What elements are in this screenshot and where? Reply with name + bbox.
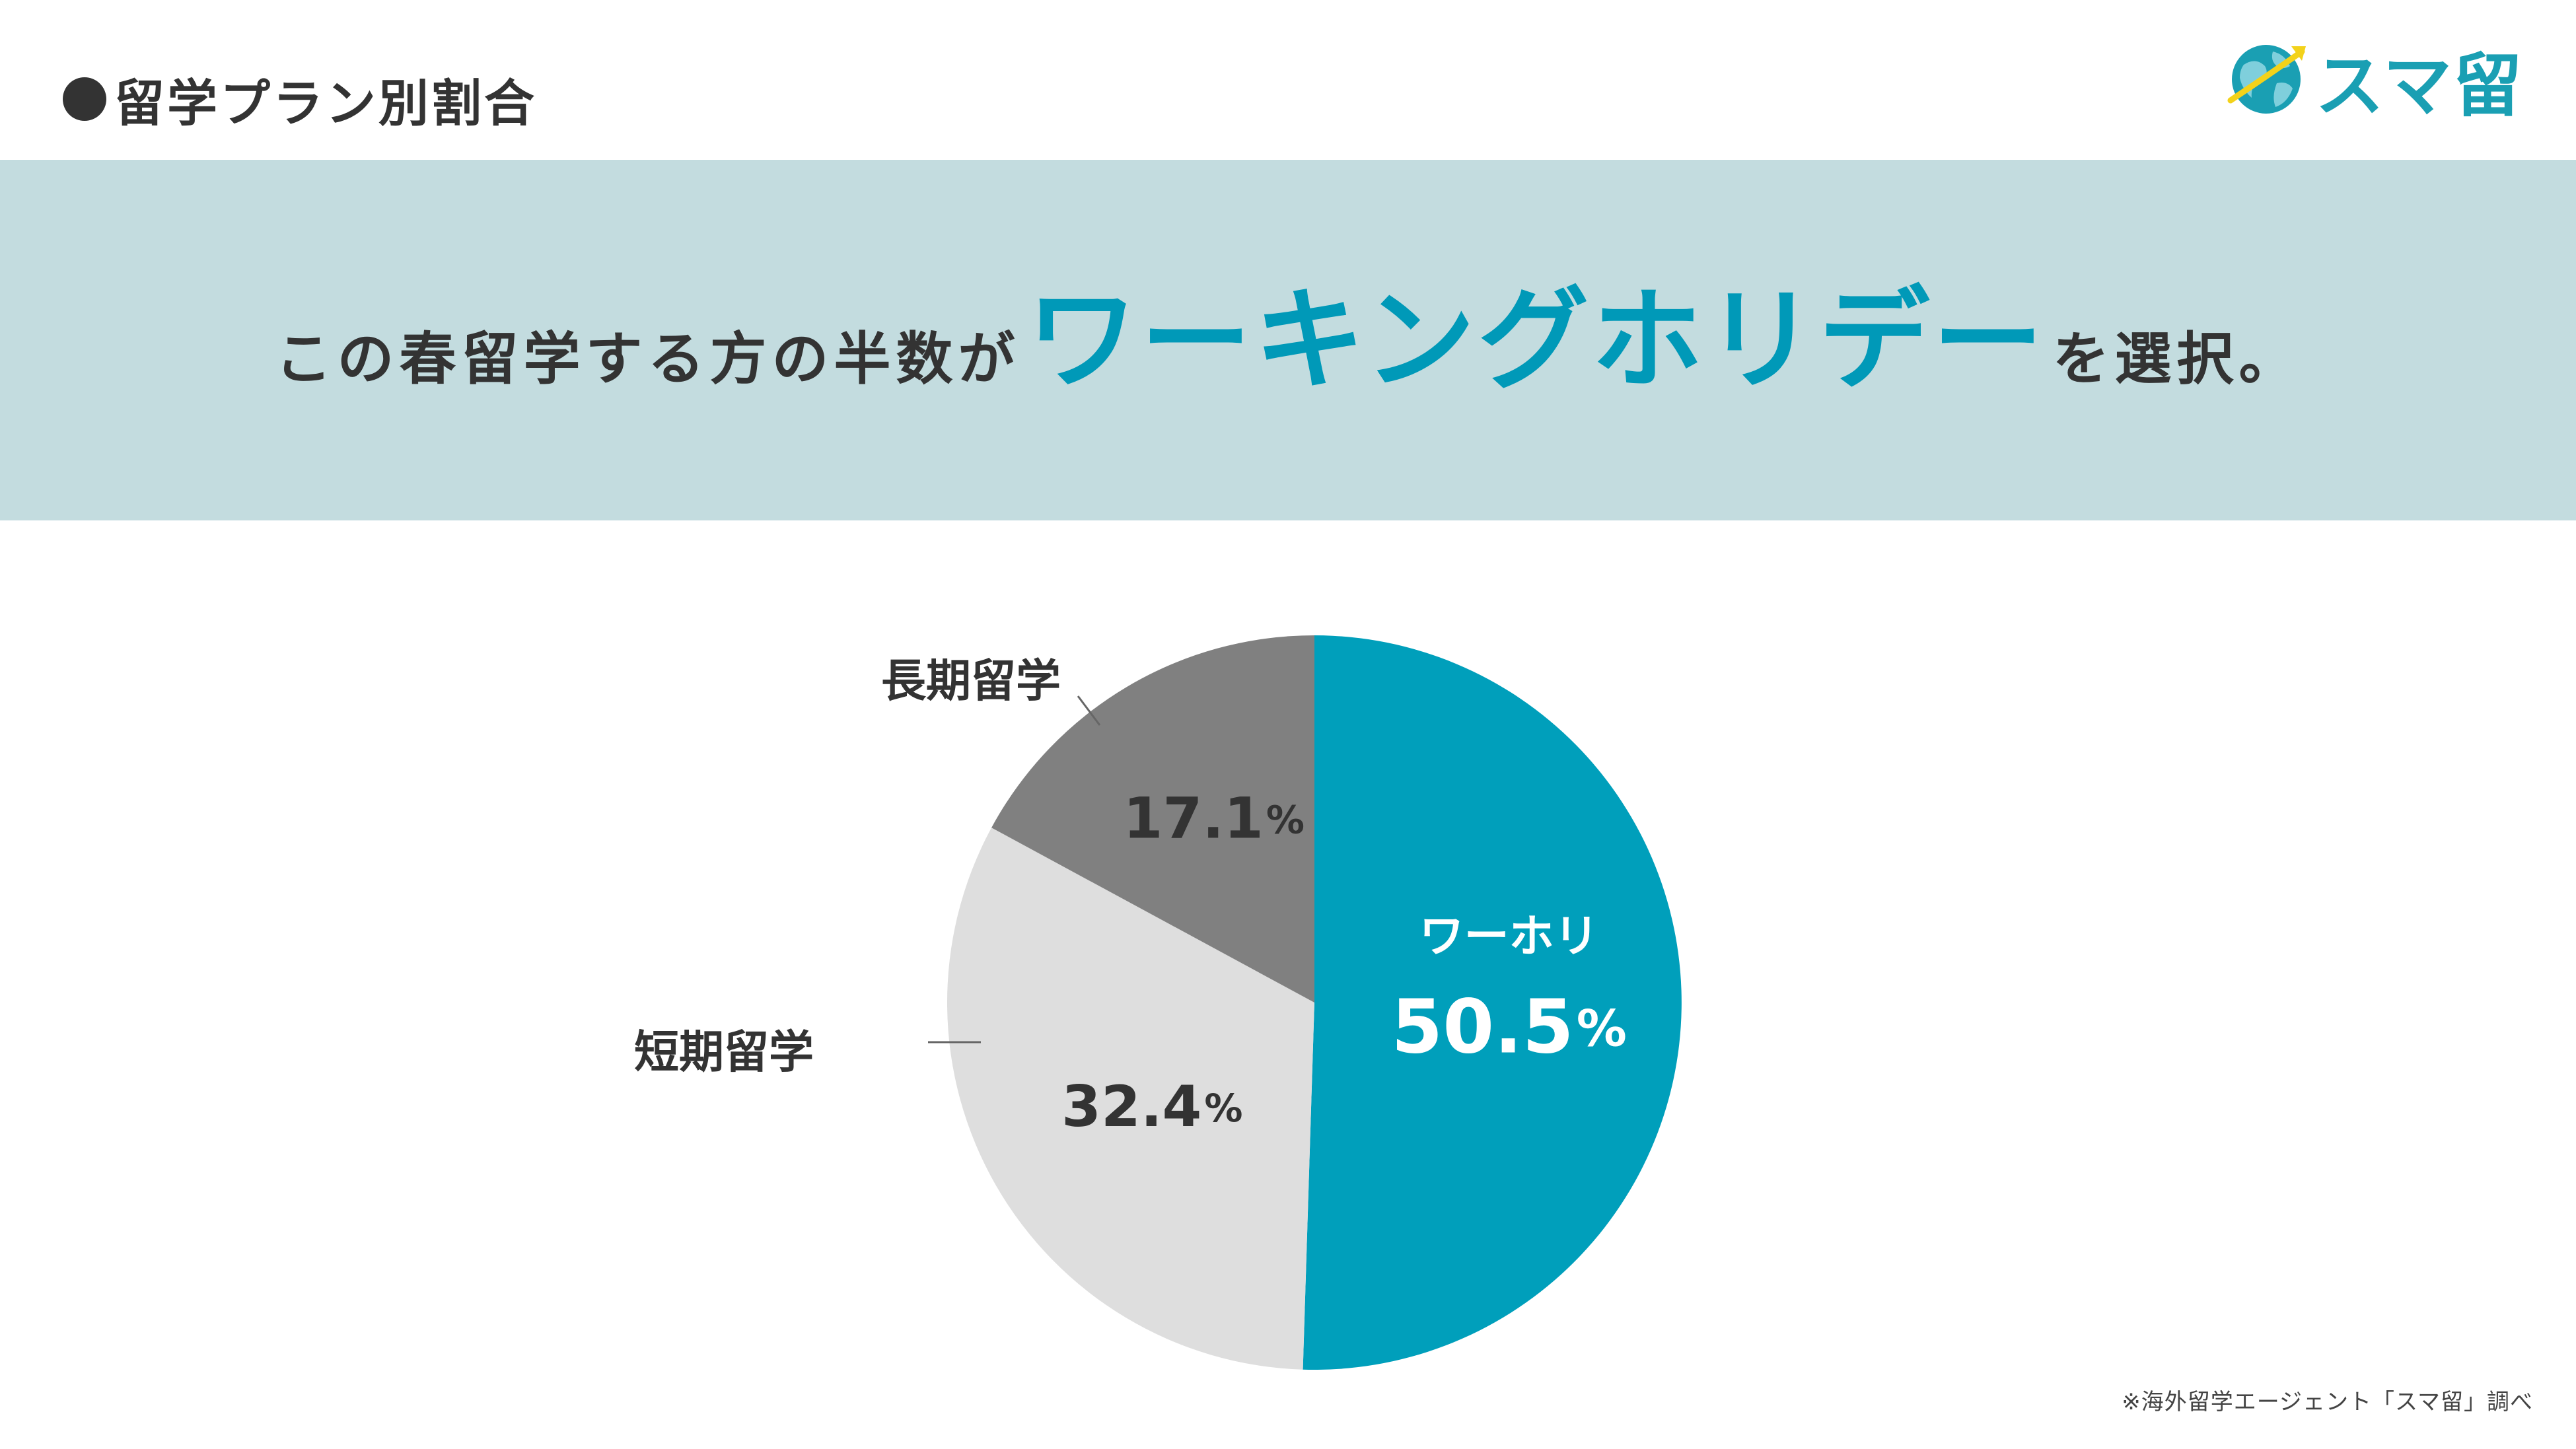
- pie-chart: 50.5% ワーホリ 32.4% 短期留学 17.1% 長期留学: [634, 635, 1682, 1370]
- globe-icon: [2227, 45, 2307, 114]
- slice-value-unit: %: [1577, 999, 1627, 1058]
- slice-value-number: 50.5: [1391, 984, 1573, 1070]
- bullet-icon: [63, 77, 106, 121]
- slice-label-short-term: 短期留学: [634, 1027, 814, 1079]
- slice-value-number: 32.4: [1061, 1074, 1201, 1140]
- pie-slice-short-term: [947, 828, 1314, 1370]
- headline: この春留学する方の半数が ワーキングホリデー を選択。: [275, 250, 2301, 411]
- logo-text: スマ留: [2315, 45, 2523, 126]
- pie-slice-working-holiday: [1303, 635, 1682, 1370]
- slice-value-long-term: 17.1%: [1124, 786, 1305, 852]
- footnote: ※海外留学エージェント「スマ留」調べ: [2122, 1389, 2533, 1415]
- leader-line-long-term: [1077, 695, 1101, 726]
- slice-value-short-term: 32.4%: [1061, 1074, 1242, 1140]
- pie-slice-long-term: [991, 635, 1314, 1003]
- brand-logo: スマ留: [2224, 33, 2523, 126]
- headline-banner: この春留学する方の半数が ワーキングホリデー を選択。: [0, 160, 2576, 520]
- section-title: 留学プラン別割合: [63, 63, 537, 135]
- slice-value-number: 17.1: [1124, 786, 1264, 852]
- pie-chart-area: 50.5% ワーホリ 32.4% 短期留学 17.1% 長期留学: [0, 520, 2576, 1449]
- slice-value-unit: %: [1204, 1086, 1242, 1131]
- slice-value-unit: %: [1266, 798, 1305, 843]
- slice-label-working-holiday: ワーホリ: [1419, 911, 1599, 963]
- section-title-text: 留学プラン別割合: [114, 74, 537, 133]
- headline-text-after: を選択。: [2052, 326, 2301, 392]
- slice-value-working-holiday: 50.5%: [1391, 984, 1627, 1070]
- headline-highlight: ワーキングホリデー: [1026, 275, 2046, 405]
- slice-label-long-term: 長期留学: [881, 656, 1061, 708]
- headline-text-before: この春留学する方の半数が: [275, 326, 1020, 392]
